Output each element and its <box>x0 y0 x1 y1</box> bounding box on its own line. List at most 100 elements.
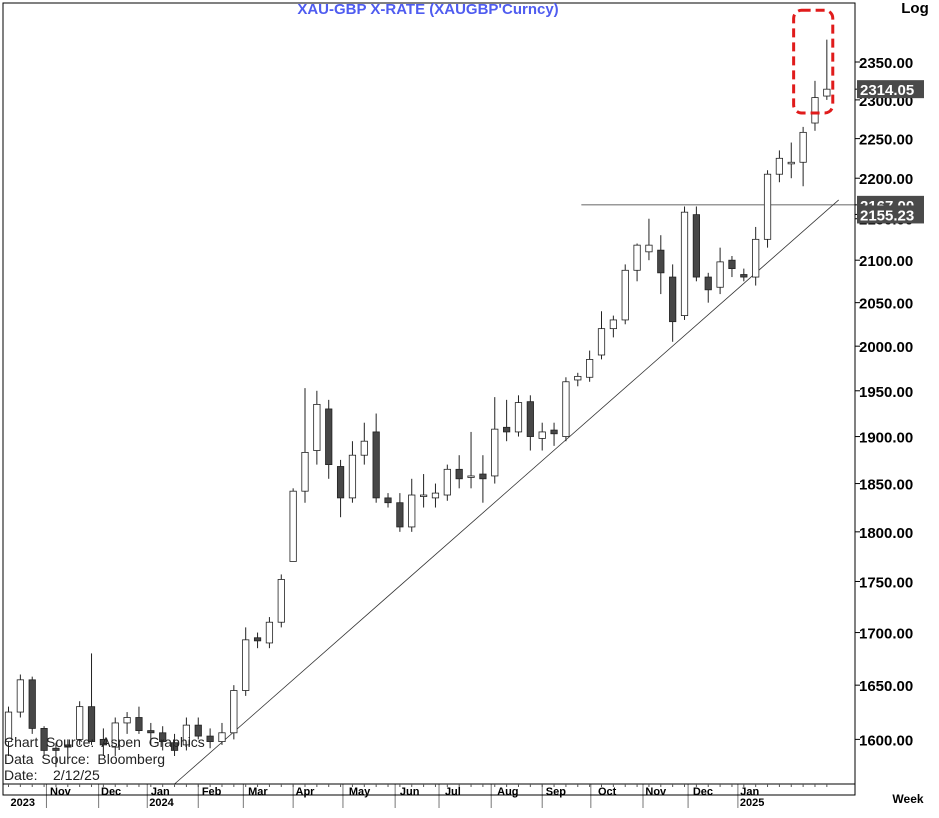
candle <box>360 422 368 465</box>
x-month-label: Mar <box>248 786 268 798</box>
candle-body <box>289 490 297 562</box>
source-line-chart: Chart Source: Aspen Graphics <box>4 734 205 750</box>
candle <box>597 311 606 360</box>
candle-body <box>704 276 712 291</box>
candle <box>111 717 119 756</box>
x-month-label: Jun <box>400 786 420 798</box>
candle-body <box>396 502 404 528</box>
candle-body <box>28 679 36 729</box>
candle <box>763 170 772 248</box>
x-axis: Nov Dec Jan Feb Mar Apr May Jun Jul Aug Sep Oct Nov D… <box>8 784 828 809</box>
candle <box>194 717 202 740</box>
candle-body <box>823 88 831 97</box>
candle <box>479 455 487 503</box>
candle-body <box>253 637 262 642</box>
candle-body <box>431 492 440 499</box>
x-year-label: 2023 <box>11 797 35 809</box>
candle <box>408 478 416 532</box>
candle-body <box>514 402 523 433</box>
price-tag-box <box>857 80 924 99</box>
candle-body <box>170 742 179 751</box>
candle-body <box>360 440 368 456</box>
y-tick-label: 2250.00 <box>859 132 913 149</box>
candle-body <box>526 401 534 437</box>
candle <box>218 722 226 745</box>
x-month-label: Jan <box>151 786 170 798</box>
candle-body <box>87 706 96 742</box>
x-month-label: Sep <box>546 786 566 798</box>
candle <box>811 80 819 131</box>
candle <box>692 206 700 282</box>
y-tick-label: 1850.00 <box>859 477 913 494</box>
candle <box>16 674 24 718</box>
scale-label: Log <box>901 0 929 17</box>
candle <box>775 150 784 183</box>
candle <box>680 206 689 320</box>
candle <box>147 722 155 745</box>
price-tag-label: 2314.05 <box>860 82 914 99</box>
candle-body <box>609 319 617 330</box>
candle <box>621 264 629 325</box>
candle <box>76 701 84 745</box>
candle-body <box>455 468 463 480</box>
candle <box>325 399 333 479</box>
candle-body <box>419 494 428 497</box>
candle-body <box>111 722 119 748</box>
x-month-label: Nov <box>50 786 72 798</box>
period-label: Week <box>892 792 923 806</box>
candle-body <box>99 738 107 746</box>
candle-body <box>597 328 606 356</box>
y-tick-label: 1700.00 <box>859 626 913 643</box>
candle <box>704 272 712 303</box>
x-month-label: Jul <box>445 786 461 798</box>
candle <box>645 218 653 261</box>
candle <box>301 388 309 503</box>
candle <box>514 395 523 437</box>
candle-body <box>645 244 653 253</box>
candle <box>135 706 143 734</box>
candle <box>562 377 570 442</box>
candle-body <box>443 468 451 496</box>
candle-body <box>787 161 795 165</box>
candle-body <box>313 403 321 451</box>
highlight-layer <box>792 8 835 115</box>
candle <box>253 632 262 649</box>
source-line-date: Date: 2/12/25 <box>4 767 100 783</box>
candle-body <box>218 732 226 742</box>
candle-body <box>811 97 819 124</box>
candle <box>28 676 36 734</box>
trend-lines-layer <box>174 199 855 785</box>
candle <box>52 742 60 768</box>
price-tag-label: 2155.23 <box>860 207 914 224</box>
candle <box>336 459 345 518</box>
candle-body <box>301 451 309 492</box>
source-line-data: Data Source: Bloomberg <box>4 751 165 767</box>
price-tag-box <box>857 205 924 224</box>
candle-body <box>372 431 380 499</box>
candle <box>87 653 96 745</box>
candle-body <box>348 454 357 499</box>
candle <box>740 268 748 282</box>
candle <box>503 399 511 442</box>
candle-body <box>277 579 285 623</box>
candle-body <box>384 497 392 504</box>
candle-body <box>135 717 143 731</box>
candle-body <box>562 381 570 437</box>
candle-body <box>76 706 84 740</box>
candle-body <box>194 724 202 737</box>
grid-layer <box>45 784 739 808</box>
candle <box>443 464 451 501</box>
candle <box>182 717 190 751</box>
candle-body <box>740 274 748 278</box>
candle-body <box>325 408 333 466</box>
candle <box>396 493 404 532</box>
candle-body <box>230 690 238 734</box>
candle <box>277 574 285 628</box>
candle <box>609 315 617 338</box>
y-tick-label: 2050.00 <box>859 296 913 313</box>
candle-body <box>123 717 131 724</box>
candle <box>574 372 582 387</box>
candle-body <box>336 466 345 499</box>
candle-body <box>491 428 499 477</box>
